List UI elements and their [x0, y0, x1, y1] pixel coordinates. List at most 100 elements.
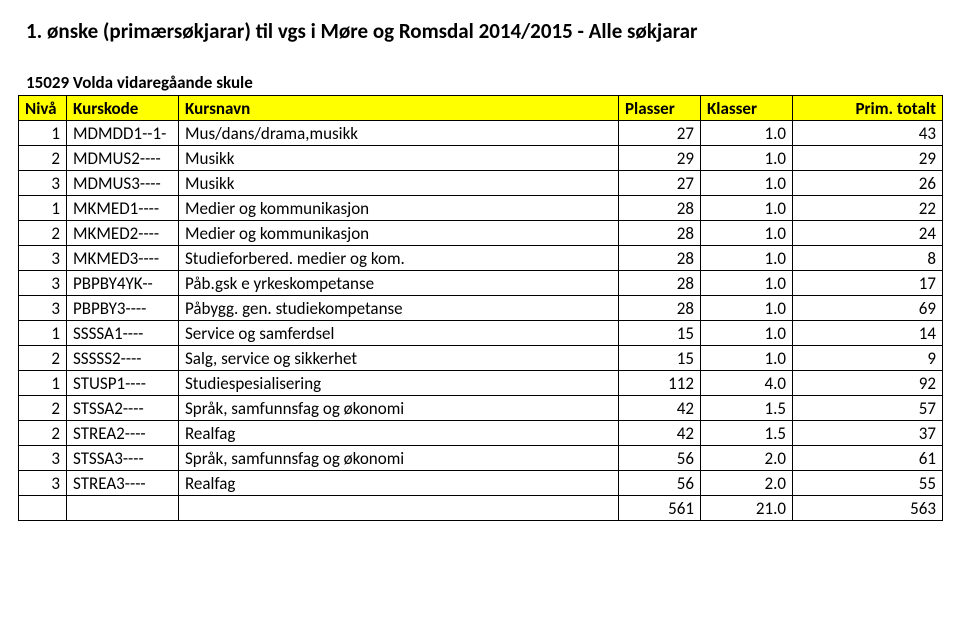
cell-kurskode: MDMDD1--1- [67, 121, 179, 146]
cell-klasser: 1.0 [701, 121, 793, 146]
table-row: 2MKMED2----Medier og kommunikasjon281.02… [19, 221, 943, 246]
col-header-kursnavn: Kursnavn [179, 96, 619, 121]
total-niva [19, 496, 67, 521]
total-kurskode [67, 496, 179, 521]
cell-kursnavn: Salg, service og sikkerhet [179, 346, 619, 371]
cell-kurskode: MKMED2---- [67, 221, 179, 246]
cell-plasser: 28 [619, 246, 701, 271]
col-header-kurskode: Kurskode [67, 96, 179, 121]
table-row: 1STUSP1----Studiespesialisering1124.092 [19, 371, 943, 396]
cell-niva: 2 [19, 221, 67, 246]
data-table: Nivå Kurskode Kursnavn Plasser Klasser P… [18, 95, 943, 521]
table-row: 1SSSSA1----Service og samferdsel151.014 [19, 321, 943, 346]
cell-prim: 92 [793, 371, 943, 396]
cell-klasser: 1.0 [701, 296, 793, 321]
cell-plasser: 56 [619, 446, 701, 471]
cell-klasser: 1.0 [701, 271, 793, 296]
cell-plasser: 42 [619, 421, 701, 446]
table-row: 1MKMED1----Medier og kommunikasjon281.02… [19, 196, 943, 221]
cell-kursnavn: Språk, samfunnsfag og økonomi [179, 446, 619, 471]
cell-klasser: 1.0 [701, 246, 793, 271]
cell-prim: 22 [793, 196, 943, 221]
table-row: 2STREA2----Realfag421.537 [19, 421, 943, 446]
table-row: 3MDMUS3----Musikk271.026 [19, 171, 943, 196]
table-row: 2STSSA2----Språk, samfunnsfag og økonomi… [19, 396, 943, 421]
cell-plasser: 28 [619, 271, 701, 296]
cell-niva: 1 [19, 196, 67, 221]
cell-kurskode: SSSSS2---- [67, 346, 179, 371]
cell-klasser: 1.0 [701, 146, 793, 171]
cell-plasser: 28 [619, 296, 701, 321]
cell-prim: 24 [793, 221, 943, 246]
page-title: 1. ønske (primærsøkjarar) til vgs i Møre… [26, 18, 942, 44]
cell-kursnavn: Påbygg. gen. studiekompetanse [179, 296, 619, 321]
cell-kurskode: PBPBY4YK-- [67, 271, 179, 296]
table-row: 2SSSSS2----Salg, service og sikkerhet151… [19, 346, 943, 371]
total-klasser: 21.0 [701, 496, 793, 521]
table-header-row: Nivå Kurskode Kursnavn Plasser Klasser P… [19, 96, 943, 121]
table-row: 1MDMDD1--1-Mus/dans/drama,musikk271.043 [19, 121, 943, 146]
cell-kursnavn: Service og samferdsel [179, 321, 619, 346]
table-row: 3STREA3----Realfag562.055 [19, 471, 943, 496]
cell-klasser: 4.0 [701, 371, 793, 396]
cell-prim: 69 [793, 296, 943, 321]
cell-plasser: 28 [619, 221, 701, 246]
cell-klasser: 1.0 [701, 171, 793, 196]
cell-prim: 57 [793, 396, 943, 421]
table-row: 3STSSA3----Språk, samfunnsfag og økonomi… [19, 446, 943, 471]
cell-niva: 1 [19, 371, 67, 396]
cell-kursnavn: Medier og kommunikasjon [179, 196, 619, 221]
cell-klasser: 1.0 [701, 221, 793, 246]
table-row: 2MDMUS2----Musikk291.029 [19, 146, 943, 171]
cell-niva: 3 [19, 446, 67, 471]
cell-kurskode: MKMED3---- [67, 246, 179, 271]
cell-plasser: 56 [619, 471, 701, 496]
cell-plasser: 15 [619, 346, 701, 371]
cell-plasser: 28 [619, 196, 701, 221]
cell-niva: 2 [19, 421, 67, 446]
cell-plasser: 27 [619, 121, 701, 146]
cell-kurskode: STREA2---- [67, 421, 179, 446]
col-header-klasser: Klasser [701, 96, 793, 121]
total-kursnavn [179, 496, 619, 521]
table-totals-row: 56121.0563 [19, 496, 943, 521]
cell-plasser: 29 [619, 146, 701, 171]
cell-plasser: 42 [619, 396, 701, 421]
cell-klasser: 1.0 [701, 196, 793, 221]
cell-prim: 17 [793, 271, 943, 296]
cell-niva: 2 [19, 346, 67, 371]
col-header-niva: Nivå [19, 96, 67, 121]
cell-kurskode: MKMED1---- [67, 196, 179, 221]
cell-klasser: 2.0 [701, 471, 793, 496]
table-row: 3PBPBY4YK--Påb.gsk e yrkeskompetanse281.… [19, 271, 943, 296]
cell-prim: 55 [793, 471, 943, 496]
cell-kurskode: MDMUS2---- [67, 146, 179, 171]
cell-kursnavn: Realfag [179, 421, 619, 446]
cell-niva: 3 [19, 271, 67, 296]
cell-prim: 14 [793, 321, 943, 346]
cell-plasser: 27 [619, 171, 701, 196]
cell-prim: 26 [793, 171, 943, 196]
cell-niva: 1 [19, 321, 67, 346]
cell-kursnavn: Studiespesialisering [179, 371, 619, 396]
cell-klasser: 1.0 [701, 346, 793, 371]
cell-kurskode: STSSA3---- [67, 446, 179, 471]
table-body: 1MDMDD1--1-Mus/dans/drama,musikk271.0432… [19, 121, 943, 521]
cell-prim: 9 [793, 346, 943, 371]
cell-kursnavn: Språk, samfunnsfag og økonomi [179, 396, 619, 421]
cell-kursnavn: Medier og kommunikasjon [179, 221, 619, 246]
table-row: 3PBPBY3----Påbygg. gen. studiekompetanse… [19, 296, 943, 321]
cell-niva: 3 [19, 246, 67, 271]
cell-niva: 2 [19, 396, 67, 421]
cell-kursnavn: Musikk [179, 171, 619, 196]
cell-plasser: 112 [619, 371, 701, 396]
cell-kurskode: SSSSA1---- [67, 321, 179, 346]
cell-kursnavn: Mus/dans/drama,musikk [179, 121, 619, 146]
cell-kurskode: MDMUS3---- [67, 171, 179, 196]
total-prim: 563 [793, 496, 943, 521]
page-subtitle: 15029 Volda vidaregåande skule [26, 72, 942, 93]
cell-kursnavn: Musikk [179, 146, 619, 171]
total-plasser: 561 [619, 496, 701, 521]
cell-kursnavn: Realfag [179, 471, 619, 496]
col-header-plasser: Plasser [619, 96, 701, 121]
